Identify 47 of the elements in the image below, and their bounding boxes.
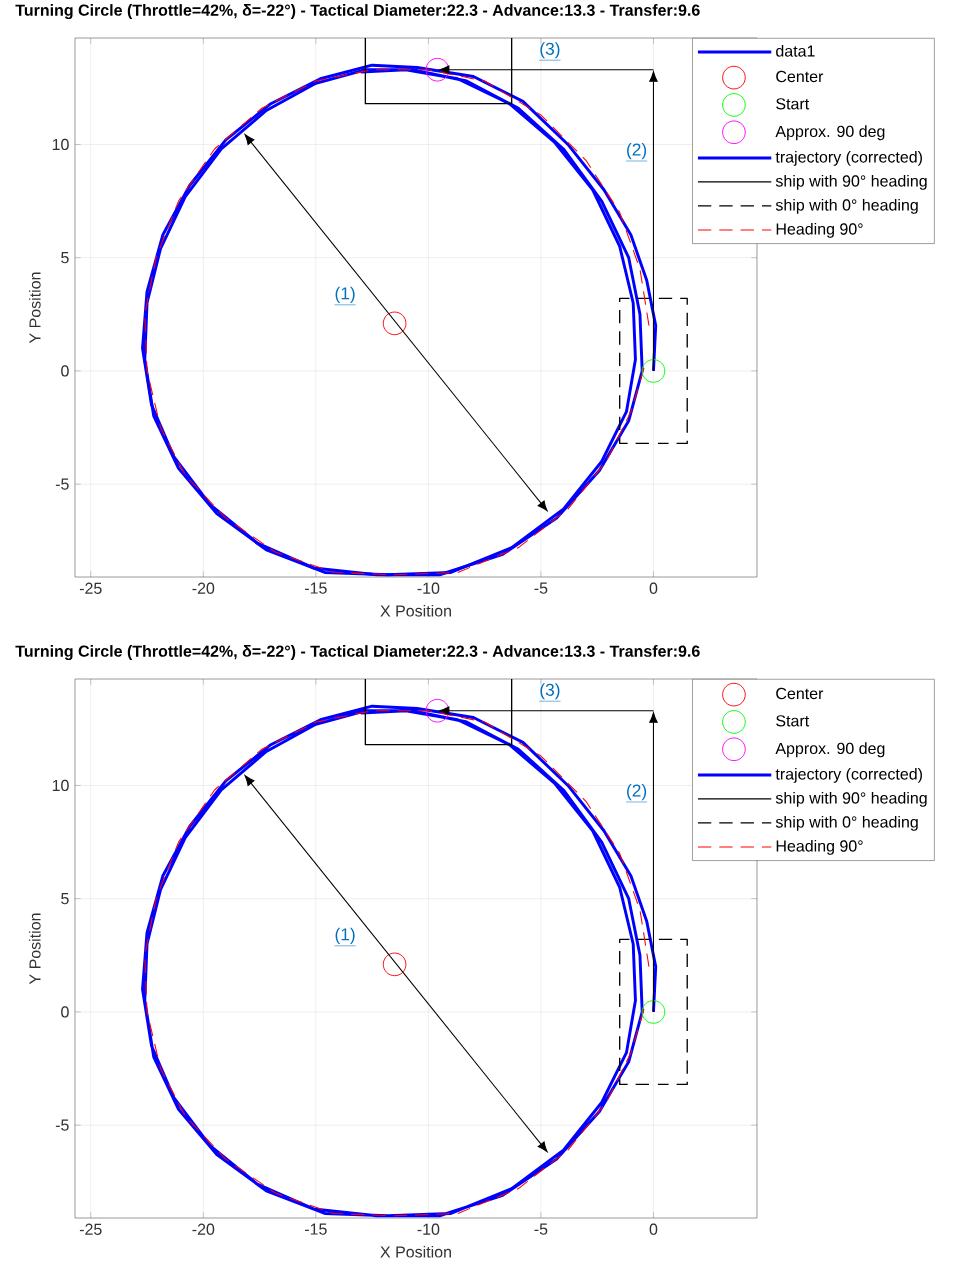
y-tick-label: 5 [61, 893, 69, 905]
annotation: (3) [540, 683, 560, 700]
x-tick-label: -25 [79, 582, 102, 594]
y-axis-title: Y Position [28, 272, 41, 344]
legend-label: ship with 0° heading [775, 198, 918, 214]
legend-label: Heading 90° [776, 222, 863, 238]
y-tick-label: 5 [61, 252, 69, 264]
legend-label: trajectory (corrected) [775, 150, 922, 166]
x-axis-title: X Position [380, 604, 451, 617]
legend-label: Start [776, 715, 810, 727]
legend-label: Center [776, 70, 824, 83]
legend-label: Heading 90° [776, 839, 863, 855]
annotation: (3) [540, 42, 560, 59]
legend-label: ship with 0° heading [775, 815, 918, 831]
x-tick-label: 0 [649, 582, 658, 594]
x-tick-label: -15 [304, 1223, 327, 1235]
x-axis-title: X Position [380, 1245, 451, 1258]
y-tick-label: 10 [52, 138, 69, 151]
x-tick-label: 0 [649, 1223, 658, 1235]
chart-title: Turning Circle (Throttle=42%, δ=-22°) - Tactical Diameter:22.3 - Advance:13.3 - Transfer:9.6 [15, 4, 700, 20]
x-tick-label: -20 [192, 1223, 215, 1235]
x-tick-label: -10 [417, 1223, 440, 1235]
legend-label: ship with 90° heading [775, 174, 927, 190]
legend-label: ship with 90° heading [775, 791, 927, 807]
x-tick-label: -5 [534, 1223, 548, 1235]
y-tick-label: 10 [52, 779, 69, 792]
legend-label: data1 [776, 44, 815, 57]
annotation: (1) [335, 286, 355, 303]
y-axis-title: Y Position [28, 913, 41, 985]
x-tick-label: -20 [192, 582, 215, 594]
x-tick-label: -5 [534, 582, 548, 594]
annotation: (2) [627, 142, 647, 160]
annotation: (2) [627, 783, 647, 801]
x-tick-label: -15 [304, 582, 327, 594]
x-tick-label: -10 [417, 582, 440, 594]
legend-label: trajectory (corrected) [775, 767, 922, 783]
chart-title: Turning Circle (Throttle=42%, δ=-22°) - Tactical Diameter:22.3 - Advance:13.3 - Transfer:9.6 [15, 645, 700, 661]
y-tick-label: -5 [55, 1119, 69, 1131]
legend-label: Start [776, 98, 810, 110]
legend-label: Center [776, 687, 824, 700]
x-tick-label: -25 [79, 1223, 102, 1235]
annotation: (1) [335, 927, 355, 944]
legend-label: Approx. 90 deg [775, 125, 885, 141]
y-tick-label: -5 [55, 478, 69, 490]
y-tick-label: 0 [61, 365, 69, 377]
legend-label: Approx. 90 deg [775, 742, 885, 758]
y-tick-label: 0 [61, 1006, 69, 1018]
